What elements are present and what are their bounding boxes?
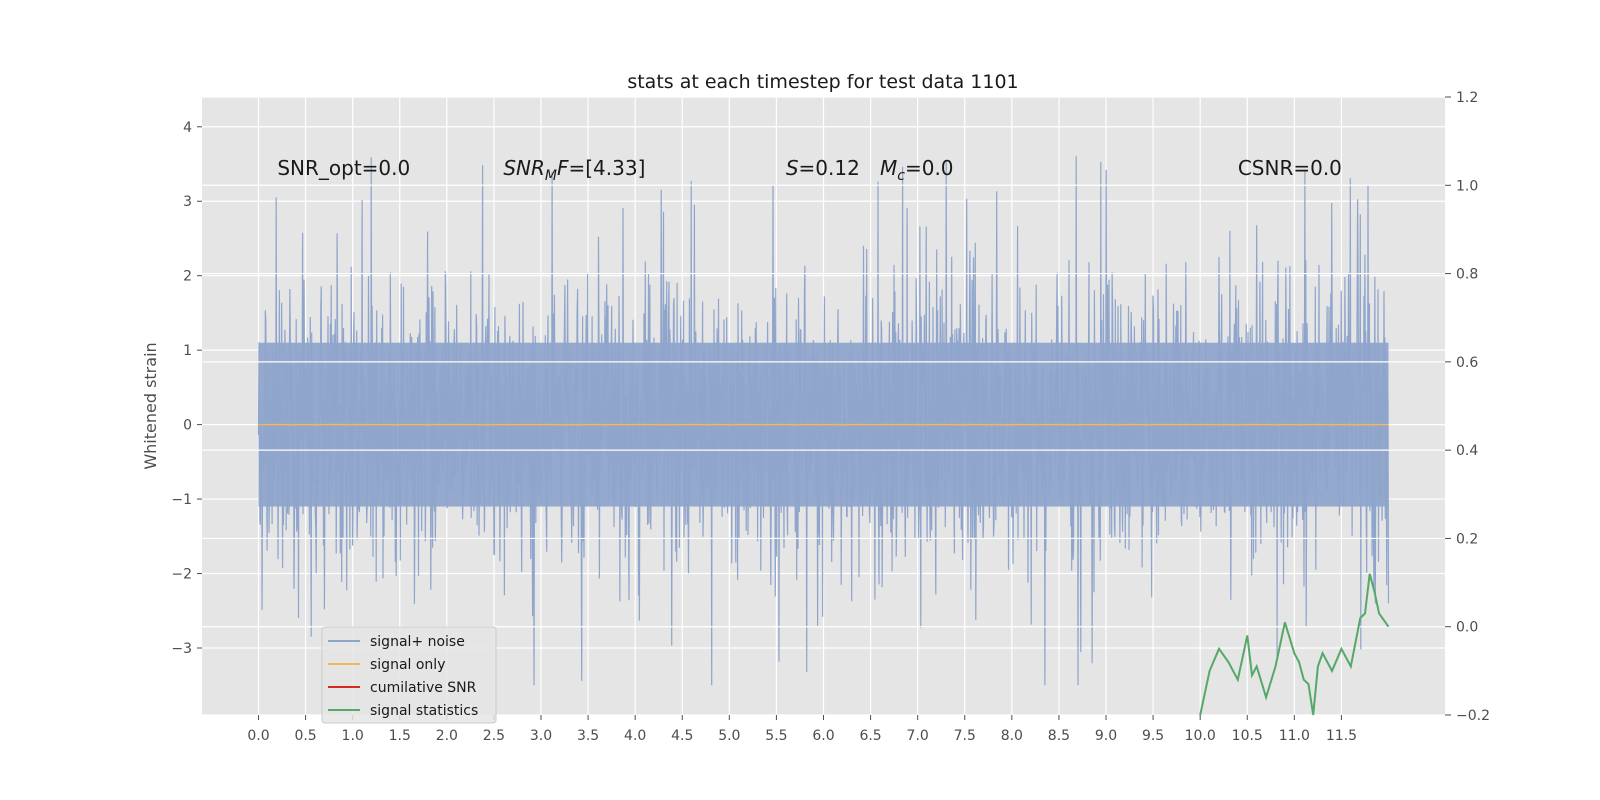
annotation-snr_opt: SNR_opt=0.0 <box>277 156 410 180</box>
x-tick-label: 5.5 <box>765 728 787 744</box>
x-tick-label: 0.5 <box>294 728 316 744</box>
y-tick-label: −3 <box>171 641 192 657</box>
legend: signal+ noise signal only cumilative SNR si… <box>321 626 497 724</box>
x-tick-label: 4.0 <box>624 728 646 744</box>
x-tick-label: 5.0 <box>718 728 740 744</box>
y-tick-label: −1 <box>171 492 192 508</box>
x-tick-label: 11.0 <box>1279 728 1310 744</box>
y-axis-label: Whitened strain <box>141 342 160 469</box>
x-tick-label: 1.5 <box>389 728 411 744</box>
x-tick-label: 6.0 <box>812 728 834 744</box>
y-tick-label: 1 <box>183 343 192 359</box>
y2-tick-label: 1.2 <box>1456 90 1478 106</box>
legend-label: signal+ noise <box>370 634 465 650</box>
y-axis-left: 4 3 2 1 0 −1 −2 −3 <box>171 120 202 657</box>
annotations: SNR_opt=0.0 SNRMF=[4.33] S=0.12 Mc=0.0 CSNR=… <box>277 156 1342 184</box>
y-tick-label: 3 <box>183 194 192 210</box>
x-axis: 0.0 0.5 1.0 1.5 2.0 2.5 3.0 3.5 4.0 4.5 5.0 5.5 6.0 6… <box>247 715 1357 744</box>
annotation-csnr: CSNR=0.0 <box>1238 156 1342 180</box>
noise-trace <box>257 156 1390 686</box>
x-tick-label: 7.5 <box>954 728 976 744</box>
x-tick-label: 0.0 <box>247 728 269 744</box>
chart-title: stats at each timestep for test data 110… <box>627 71 1018 93</box>
x-tick-label: 3.0 <box>530 728 552 744</box>
annotation-mc_val: Mc=0.0 <box>880 156 954 184</box>
legend-box <box>321 626 497 724</box>
x-tick-label: 1.0 <box>342 728 364 744</box>
x-tick-label: 4.5 <box>671 728 693 744</box>
x-tick-label: 2.5 <box>483 728 505 744</box>
x-tick-label: 10.0 <box>1185 728 1216 744</box>
x-tick-label: 9.5 <box>1142 728 1164 744</box>
x-tick-label: 8.0 <box>1001 728 1023 744</box>
x-tick-label: 8.5 <box>1048 728 1070 744</box>
x-tick-label: 10.5 <box>1232 728 1263 744</box>
y2-tick-label: −0.2 <box>1456 708 1490 724</box>
y-tick-label: −2 <box>171 567 192 583</box>
legend-label: signal statistics <box>370 703 478 719</box>
y2-tick-label: 0.8 <box>1456 267 1478 283</box>
y2-tick-label: 0.4 <box>1456 443 1478 459</box>
y-tick-label: 2 <box>183 269 192 285</box>
y2-tick-label: 0.6 <box>1456 355 1478 371</box>
y2-tick-label: 0.2 <box>1456 531 1478 547</box>
legend-label: cumilative SNR <box>370 680 477 696</box>
x-tick-label: 7.0 <box>907 728 929 744</box>
y-tick-label: 4 <box>183 120 192 136</box>
y-tick-label: 0 <box>183 418 192 434</box>
x-tick-label: 6.5 <box>859 728 881 744</box>
signal-statistics-series <box>1199 573 1390 716</box>
y2-tick-label: 0.0 <box>1456 620 1478 636</box>
y-axis-right: 1.2 1.0 0.8 0.6 0.4 0.2 0.0 −0.2 <box>1445 90 1490 724</box>
annotation-snr_mf: SNRMF=[4.33] <box>503 156 645 184</box>
x-tick-label: 11.5 <box>1326 728 1357 744</box>
x-tick-label: 9.0 <box>1095 728 1117 744</box>
x-tick-label: 3.5 <box>577 728 599 744</box>
y2-tick-label: 1.0 <box>1456 178 1478 194</box>
x-tick-label: 2.0 <box>436 728 458 744</box>
legend-label: signal only <box>370 657 445 673</box>
annotation-s_val: S=0.12 <box>786 156 860 180</box>
